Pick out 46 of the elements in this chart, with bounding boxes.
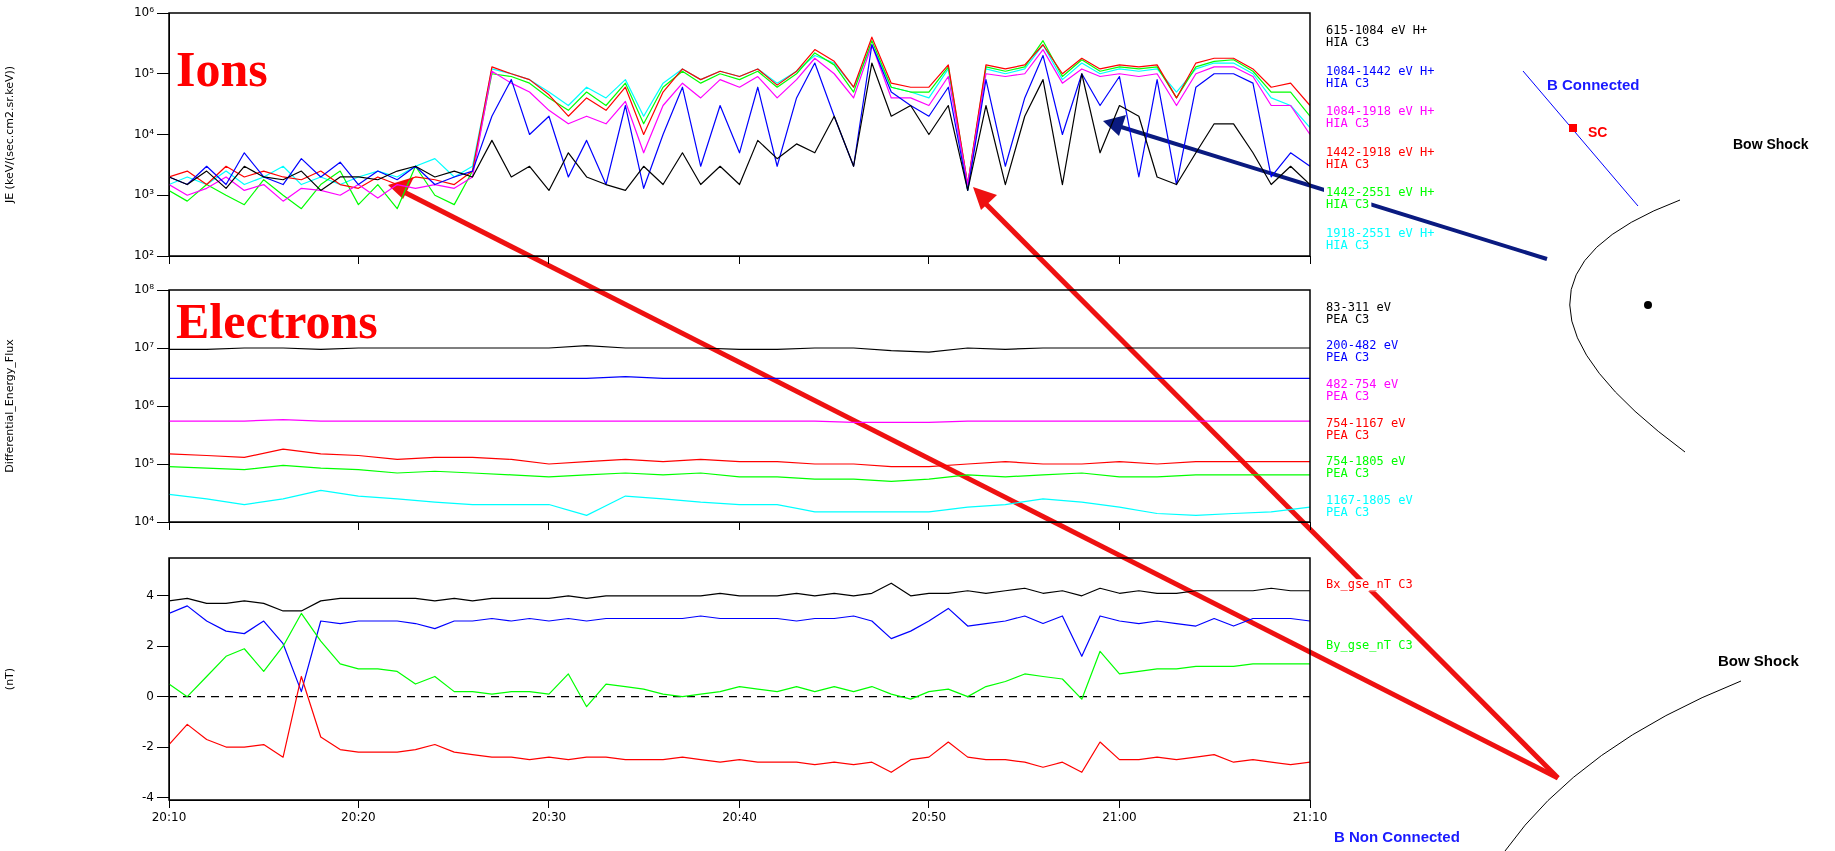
series-label: 1167-1805 eV PEA C3: [1326, 492, 1413, 519]
y-tick-label: 10⁵: [133, 65, 155, 80]
y-tick-label: 10⁴: [133, 514, 155, 529]
text: Bx_gse_nT C3: [1326, 577, 1413, 592]
series-label: 200-482 eV PEA C3: [1326, 338, 1399, 365]
text: 482-754 eV PEA C3: [1326, 376, 1399, 403]
y-tick-label: 2: [146, 638, 154, 653]
y-axis-title: (nT): [3, 667, 17, 691]
x-tick-label: 20:20: [341, 810, 376, 825]
x-tick-label: 21:10: [1292, 810, 1328, 825]
y-tick-label: -2: [142, 739, 154, 754]
y-tick-label: 4: [146, 587, 154, 602]
series-label: By_gse_nT C3: [1326, 637, 1413, 652]
text: 1084-1442 eV H+ HIA C3: [1326, 63, 1435, 90]
y-axis-title: Differential_Energy_Flux: [3, 338, 17, 473]
text: B Connected: [1547, 76, 1640, 93]
text: 754-1167 eV PEA C3: [1326, 415, 1406, 442]
y-tick-label: 10³: [133, 187, 155, 202]
y-tick-label: 10⁵: [133, 456, 155, 471]
y-tick-label: 10⁴: [133, 126, 155, 141]
annotation: Electrons: [176, 292, 378, 350]
y-axis-title: JE (keV/(sec.cm2.sr.keV)): [3, 65, 17, 205]
text: 1918-2551 eV H+ HIA C3: [1326, 225, 1435, 252]
series-label: 754-1805 eV PEA C3: [1326, 454, 1406, 481]
y-tick-label: 10²: [133, 248, 155, 263]
annotation: Ions: [176, 40, 268, 98]
text: 83-311 eV PEA C3: [1326, 299, 1392, 326]
text: 1442-1918 eV H+ HIA C3: [1326, 144, 1435, 171]
x-tick-label: 20:50: [911, 810, 947, 825]
text: Bow Shock: [1733, 136, 1809, 152]
x-tick-label: 21:00: [1102, 810, 1137, 825]
text: SC: [1588, 124, 1608, 140]
y-tick-label: 10⁶: [133, 398, 155, 413]
y-tick-label: 10⁷: [133, 340, 155, 355]
y-tick-label: -4: [142, 789, 154, 804]
text: 1442-2551 eV H+ HIA C3: [1326, 185, 1435, 212]
text: 615-1084 eV H+ HIA C3: [1326, 23, 1428, 50]
x-tick-label: 20:10: [151, 810, 187, 825]
text: B Non Connected: [1334, 828, 1460, 845]
y-tick-label: 0: [146, 688, 154, 703]
text: Bow Shock: [1718, 652, 1799, 669]
y-tick-label: 10⁶: [133, 5, 155, 20]
series-label: 1084-1918 eV H+ HIA C3: [1326, 104, 1435, 131]
x-tick-label: 20:30: [531, 810, 567, 825]
x-tick-label: 20:40: [722, 810, 757, 825]
y-tick-label: 10⁸: [133, 282, 155, 297]
